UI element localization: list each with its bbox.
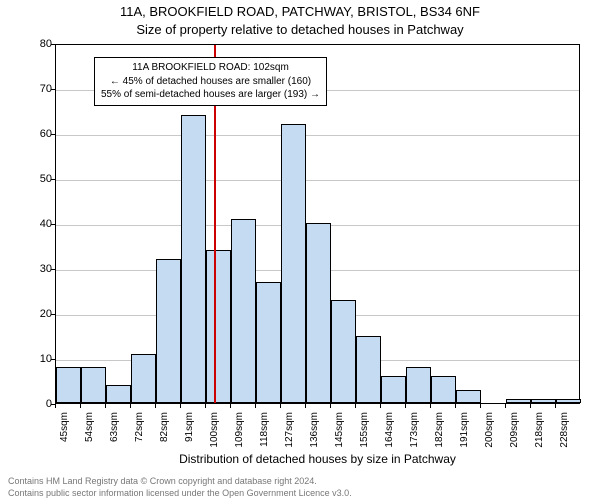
x-tick-mark [355,404,356,408]
x-tick-mark [480,404,481,408]
x-tick-mark [555,404,556,408]
gridline [56,180,579,181]
x-tick-mark [130,404,131,408]
x-tick-mark [330,404,331,408]
histogram-bar [356,336,381,404]
x-tick-mark [80,404,81,408]
histogram-bar [106,385,131,403]
histogram-bar [56,367,81,403]
footer-licence: Contains public sector information licen… [8,488,352,498]
x-tick-mark [280,404,281,408]
histogram-bar [306,223,331,403]
annotation-line-property: 11A BROOKFIELD ROAD: 102sqm [101,61,320,75]
footer-copyright: Contains HM Land Registry data © Crown c… [8,476,317,486]
x-axis-label: Distribution of detached houses by size … [55,452,580,466]
x-tick-mark [230,404,231,408]
chart-title-description: Size of property relative to detached ho… [0,22,600,37]
histogram-bar [556,399,581,404]
x-tick-mark [255,404,256,408]
x-tick-mark [405,404,406,408]
histogram-bar [231,219,256,404]
histogram-bar [181,115,206,403]
histogram-bar [131,354,156,404]
histogram-bar [406,367,431,403]
x-tick-mark [455,404,456,408]
x-tick-mark [305,404,306,408]
x-tick-mark [105,404,106,408]
histogram-bar [281,124,306,403]
x-tick-mark [505,404,506,408]
histogram-bar [81,367,106,403]
histogram-bar [456,390,481,404]
annotation-box: 11A BROOKFIELD ROAD: 102sqm ← 45% of det… [94,57,327,106]
plot-area: 11A BROOKFIELD ROAD: 102sqm ← 45% of det… [55,44,580,404]
histogram-bar [531,399,556,404]
chart-title-address: 11A, BROOKFIELD ROAD, PATCHWAY, BRISTOL,… [0,4,600,19]
x-tick-mark [205,404,206,408]
histogram-bar [256,282,281,404]
x-tick-mark [180,404,181,408]
histogram-bar [431,376,456,403]
x-tick-mark [430,404,431,408]
x-tick-mark [55,404,56,408]
histogram-bar [381,376,406,403]
gridline [56,135,579,136]
x-tick-mark [380,404,381,408]
histogram-bar [156,259,181,403]
annotation-line-larger: 55% of semi-detached houses are larger (… [101,88,320,102]
histogram-bar [331,300,356,404]
annotation-line-smaller: ← 45% of detached houses are smaller (16… [101,75,320,89]
property-size-histogram: 11A, BROOKFIELD ROAD, PATCHWAY, BRISTOL,… [0,0,600,500]
histogram-bar [506,399,531,404]
histogram-bar [206,250,231,403]
x-tick-mark [155,404,156,408]
x-tick-mark [530,404,531,408]
